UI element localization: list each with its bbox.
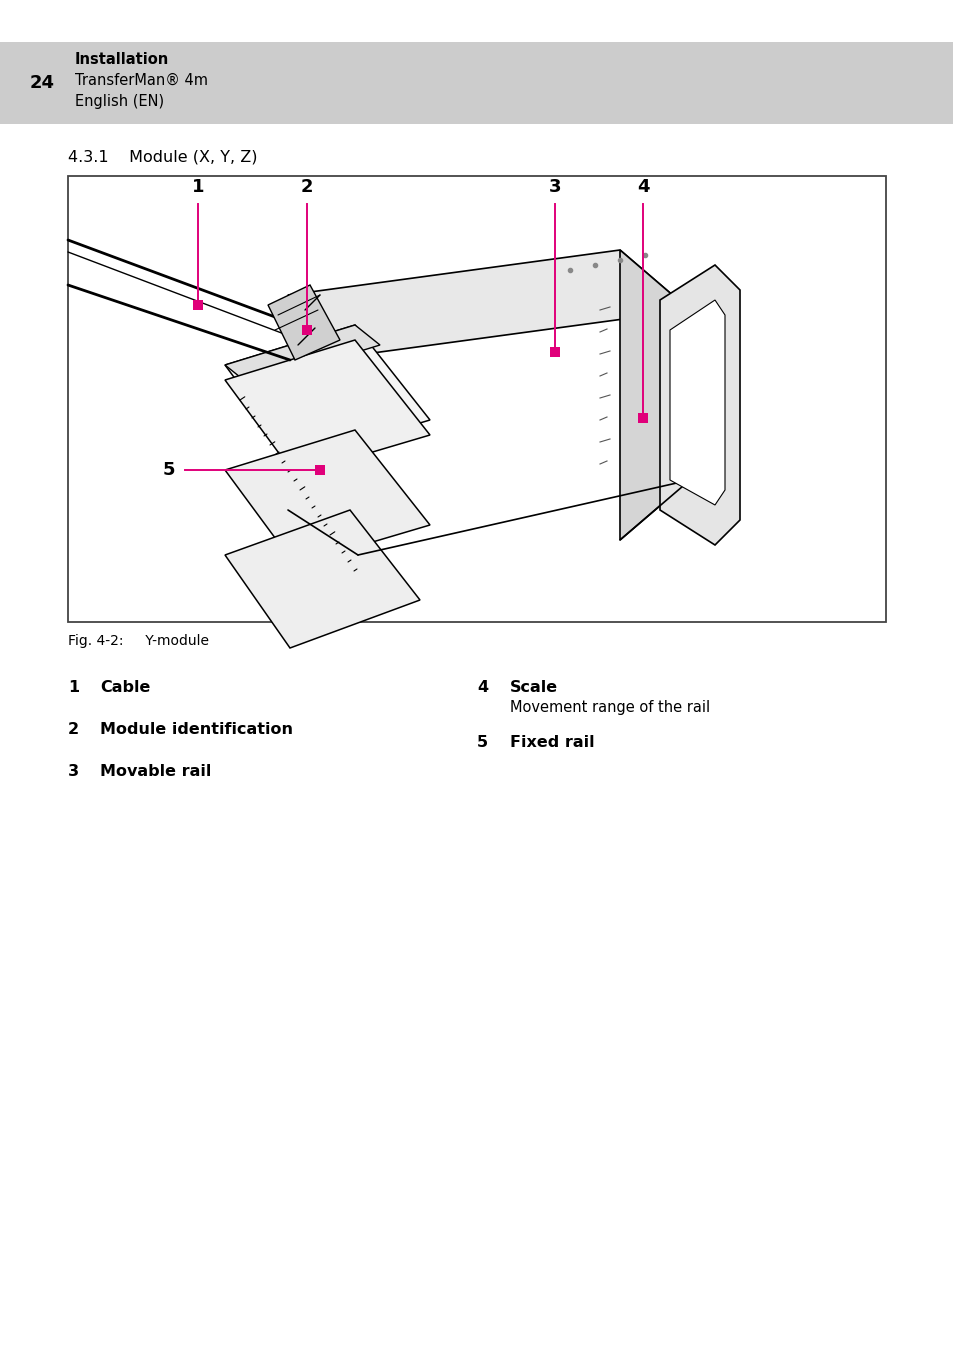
Text: Cable: Cable <box>100 680 151 695</box>
Text: 24: 24 <box>30 74 54 92</box>
Text: Fixed rail: Fixed rail <box>510 735 594 750</box>
Text: 2: 2 <box>300 178 313 196</box>
Text: Installation: Installation <box>75 51 169 68</box>
Text: Scale: Scale <box>510 680 558 695</box>
Polygon shape <box>288 250 689 356</box>
Polygon shape <box>659 265 740 545</box>
Text: Module identification: Module identification <box>100 722 293 737</box>
Bar <box>68 176 885 622</box>
Text: 1: 1 <box>192 178 204 196</box>
Text: 5: 5 <box>476 735 488 750</box>
Text: TransferMan® 4m: TransferMan® 4m <box>75 73 208 88</box>
Polygon shape <box>225 324 430 460</box>
Text: 5: 5 <box>162 461 174 479</box>
Text: 3: 3 <box>548 178 560 196</box>
Text: 1: 1 <box>68 680 79 695</box>
Polygon shape <box>225 324 379 385</box>
Polygon shape <box>225 339 430 475</box>
Polygon shape <box>288 295 357 556</box>
Text: 3: 3 <box>68 764 79 779</box>
Text: Fig. 4-2:     Y-module: Fig. 4-2: Y-module <box>68 634 209 648</box>
Text: 2: 2 <box>68 722 79 737</box>
Polygon shape <box>669 300 724 506</box>
Polygon shape <box>619 250 689 539</box>
Polygon shape <box>225 510 419 648</box>
Polygon shape <box>225 430 430 565</box>
Text: English (EN): English (EN) <box>75 95 164 110</box>
Text: Movement range of the rail: Movement range of the rail <box>510 700 709 715</box>
Text: 4: 4 <box>476 680 488 695</box>
Polygon shape <box>268 285 339 360</box>
Text: 4.3.1    Module (X, Y, Z): 4.3.1 Module (X, Y, Z) <box>68 150 257 165</box>
Text: 4: 4 <box>636 178 649 196</box>
Bar <box>0 42 953 124</box>
Text: Movable rail: Movable rail <box>100 764 212 779</box>
